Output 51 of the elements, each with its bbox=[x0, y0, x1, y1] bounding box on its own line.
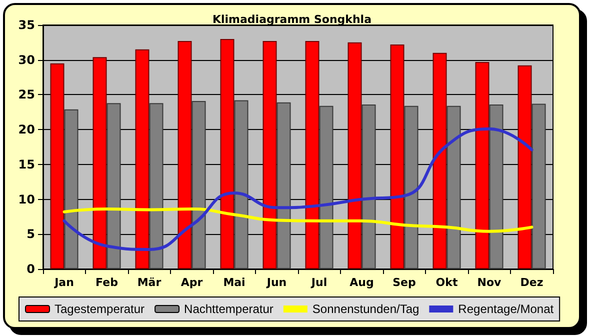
x-tick-label: Mär bbox=[137, 276, 162, 289]
line-series bbox=[62, 208, 534, 233]
legend-label: Regentage/Monat bbox=[458, 302, 554, 316]
bar bbox=[446, 106, 461, 269]
bar bbox=[532, 104, 546, 269]
x-tick-label: Aug bbox=[350, 276, 374, 289]
x-tick-label: Feb bbox=[96, 276, 118, 289]
x-tick-label: Nov bbox=[477, 276, 502, 289]
bar bbox=[348, 42, 362, 269]
y-tick-label: 15 bbox=[18, 157, 35, 172]
x-tick-label: Mai bbox=[223, 276, 246, 289]
x-tick-label: Dez bbox=[520, 276, 544, 289]
y-tick-label: 10 bbox=[18, 192, 35, 206]
bar bbox=[262, 41, 277, 269]
x-tick-label: Sep bbox=[392, 276, 416, 289]
line-series bbox=[62, 127, 534, 251]
bar bbox=[475, 62, 490, 269]
legend-label: Sonnenstunden/Tag bbox=[312, 302, 420, 316]
bar bbox=[432, 52, 447, 269]
y-tick-label: 30 bbox=[18, 52, 35, 67]
y-tick-label: 0 bbox=[26, 262, 35, 276]
bar bbox=[220, 38, 234, 269]
legend-label: Tagestemperatur bbox=[54, 302, 145, 316]
bar bbox=[234, 100, 248, 269]
bar bbox=[64, 109, 78, 269]
bar bbox=[390, 44, 404, 269]
bar bbox=[404, 106, 418, 269]
y-tick-label: 5 bbox=[26, 227, 35, 242]
bar bbox=[319, 106, 334, 269]
bar bbox=[178, 41, 192, 269]
bar bbox=[149, 103, 164, 269]
bar bbox=[106, 103, 121, 269]
bar bbox=[518, 65, 532, 269]
y-tick-label: 35 bbox=[18, 18, 35, 32]
bar bbox=[135, 49, 150, 269]
bar bbox=[92, 57, 107, 269]
bar bbox=[305, 41, 320, 269]
x-tick-label: Apr bbox=[180, 276, 204, 289]
x-tick-label: Jun bbox=[266, 276, 287, 289]
x-tick-label: Okt bbox=[436, 276, 458, 289]
bar bbox=[489, 104, 504, 269]
bar bbox=[192, 100, 206, 269]
legend-label: Nachttemperatur bbox=[184, 302, 274, 316]
chart-title: Klimadiagramm Songkhla bbox=[212, 13, 372, 26]
y-tick-label: 25 bbox=[18, 88, 35, 102]
x-tick-label: Jan bbox=[54, 276, 74, 289]
bar bbox=[50, 63, 64, 269]
bar bbox=[362, 104, 376, 269]
bar bbox=[276, 102, 291, 269]
x-tick-label: Jul bbox=[310, 276, 328, 289]
y-tick-label: 20 bbox=[18, 122, 35, 137]
